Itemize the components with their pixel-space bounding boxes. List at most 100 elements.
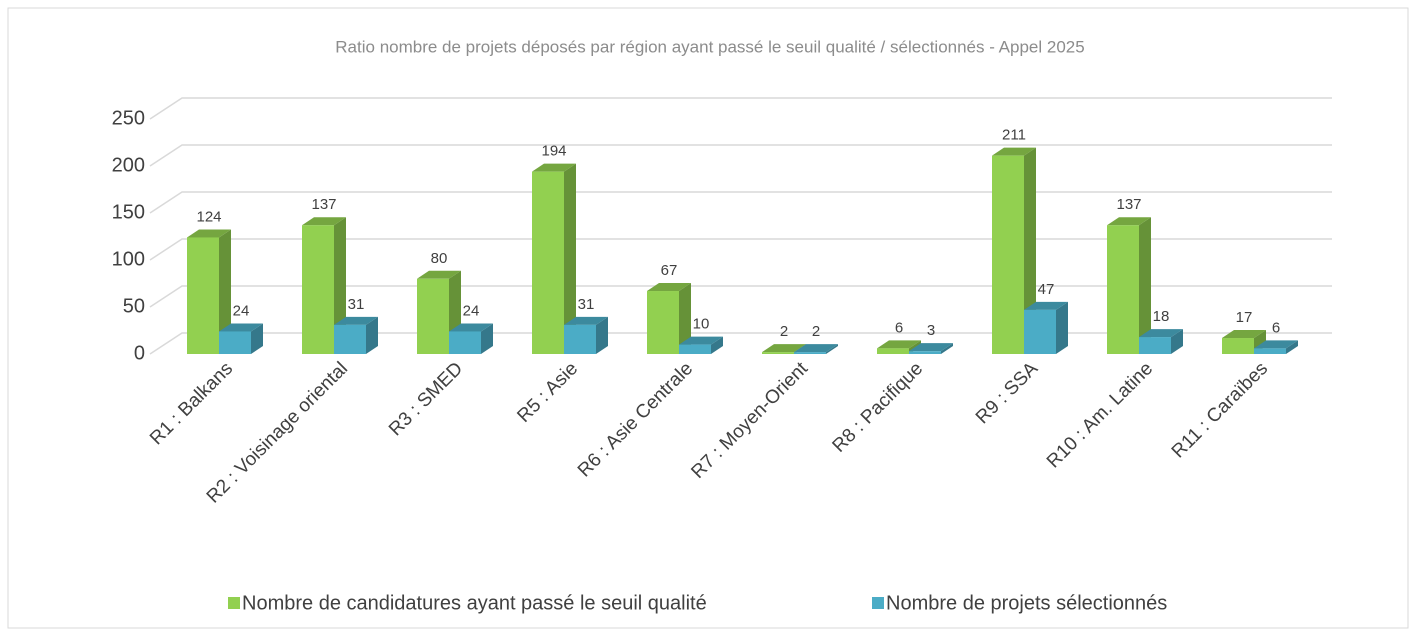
- grid-line: [149, 285, 1332, 308]
- bar: [909, 343, 953, 354]
- data-label: 137: [1116, 196, 1141, 213]
- bar: [1024, 301, 1068, 354]
- bar: [1139, 329, 1183, 354]
- bar-front: [1107, 225, 1139, 354]
- legend-swatch: [228, 597, 240, 609]
- data-label: 137: [311, 196, 336, 213]
- bar-top: [909, 343, 953, 352]
- data-label: 47: [1038, 281, 1055, 298]
- bar-front: [762, 352, 794, 354]
- bar-side: [941, 343, 953, 354]
- bar-top: [334, 316, 378, 325]
- bar-front: [1139, 337, 1171, 354]
- bar-side: [1024, 147, 1036, 354]
- bar-front: [564, 324, 596, 354]
- y-tick-label: 50: [123, 295, 145, 317]
- bar: [794, 344, 838, 354]
- data-label: 6: [895, 319, 903, 336]
- data-label: 194: [541, 143, 566, 160]
- chart-title: Ratio nombre de projets déposés par régi…: [335, 37, 1084, 56]
- bar: [449, 323, 493, 354]
- grid-line: [149, 332, 1332, 355]
- grid-line: [149, 238, 1332, 261]
- bar-front: [679, 344, 711, 354]
- bar: [219, 323, 263, 354]
- bar-top: [219, 323, 263, 332]
- data-label: 6: [1272, 319, 1280, 336]
- data-label: 31: [348, 296, 365, 313]
- data-label: 211: [1002, 127, 1026, 144]
- bar-top: [647, 283, 691, 292]
- bar: [302, 217, 346, 354]
- data-label: 17: [1236, 309, 1253, 326]
- bar-side: [711, 336, 723, 354]
- bar-front: [647, 291, 679, 354]
- bar: [532, 163, 576, 354]
- bar-top: [679, 336, 723, 345]
- bar: [992, 147, 1036, 354]
- y-tick-label: 0: [134, 342, 145, 364]
- bar-side: [366, 316, 378, 354]
- bar: [679, 336, 723, 354]
- bar-front: [1254, 348, 1286, 354]
- bar-front: [992, 155, 1024, 354]
- data-label: 124: [196, 208, 221, 225]
- bar-front: [1222, 338, 1254, 354]
- bar: [334, 316, 378, 354]
- bar-top: [762, 344, 806, 353]
- bar-side: [481, 323, 493, 354]
- bar-top: [1254, 340, 1298, 349]
- chart-frame: [7, 7, 1409, 629]
- bar-side: [679, 283, 691, 354]
- bar-top: [532, 163, 576, 172]
- data-label: 18: [1153, 308, 1170, 325]
- grid-line: [149, 97, 1332, 120]
- bar-side: [1171, 329, 1183, 354]
- bar-front: [334, 324, 366, 354]
- bar: [1254, 340, 1298, 354]
- bar: [1107, 217, 1151, 354]
- bar: [564, 316, 608, 354]
- bar-side: [1286, 340, 1298, 354]
- bar-top: [1222, 330, 1266, 339]
- y-tick-label: 100: [112, 248, 145, 270]
- bar-top: [417, 270, 461, 279]
- bar-top: [449, 323, 493, 332]
- grid-line: [149, 144, 1332, 167]
- bar-side: [1056, 301, 1068, 354]
- bar-front: [449, 331, 481, 354]
- data-label: 3: [927, 322, 935, 339]
- bar-side: [1139, 217, 1151, 354]
- bar-front: [1024, 309, 1056, 354]
- bar-front: [909, 351, 941, 354]
- bar-front: [794, 352, 826, 354]
- bar-side: [219, 229, 231, 354]
- bar-front: [877, 348, 909, 354]
- legend-swatch: [872, 597, 884, 609]
- data-label: 2: [812, 323, 820, 340]
- bar-side: [826, 344, 838, 354]
- legend-label: Nombre de projets sélectionnés: [886, 592, 1167, 614]
- bar-top: [1107, 217, 1151, 226]
- y-tick-label: 250: [112, 107, 145, 129]
- y-tick-label: 150: [112, 201, 145, 223]
- data-label: 31: [578, 296, 595, 313]
- data-label: 2: [780, 323, 788, 340]
- bar-top: [794, 344, 838, 353]
- bar-top: [302, 217, 346, 226]
- data-label: 80: [431, 250, 448, 267]
- legend-label: Nombre de candidatures ayant passé le se…: [242, 592, 707, 614]
- data-label: 24: [463, 302, 480, 319]
- bar-front: [417, 278, 449, 354]
- bar-top: [564, 316, 608, 325]
- bar: [187, 229, 231, 354]
- data-label: 10: [693, 316, 710, 333]
- data-label: 24: [233, 302, 250, 319]
- bar-top: [1024, 301, 1068, 310]
- grid-line: [149, 191, 1332, 214]
- bar-front: [219, 331, 251, 354]
- bar-side: [251, 323, 263, 354]
- bar-top: [1139, 329, 1183, 338]
- y-tick-label: 200: [112, 154, 145, 176]
